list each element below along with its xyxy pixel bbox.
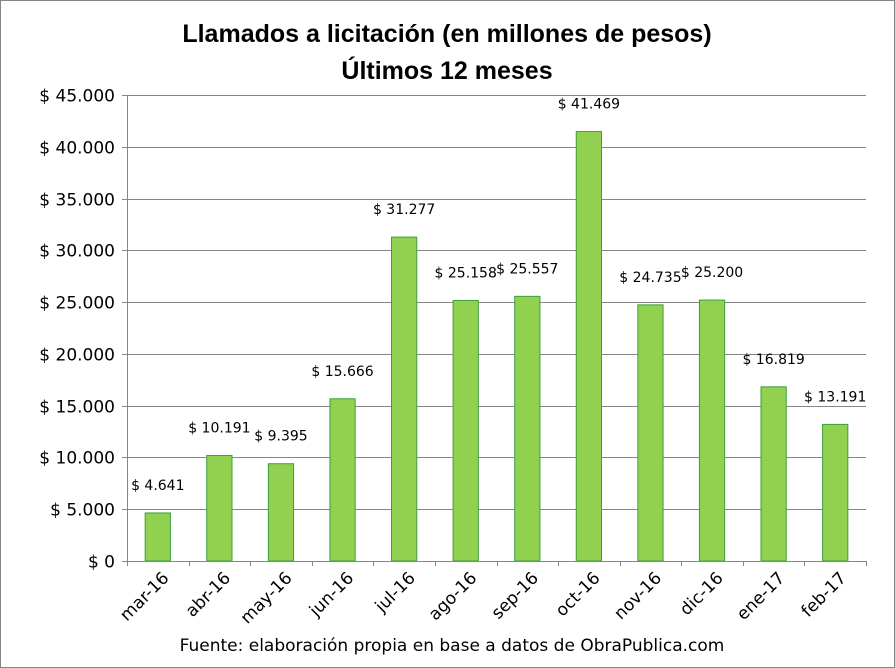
data-label: $ 15.666 <box>311 364 373 380</box>
bar <box>267 463 295 562</box>
data-label: $ 10.191 <box>188 420 250 436</box>
x-tick-label: feb-17 <box>798 568 851 621</box>
x-tick-label: may-16 <box>237 568 297 628</box>
x-tick-label: nov-16 <box>610 568 666 624</box>
y-tick-label: $ 35.000 <box>39 191 115 211</box>
data-label: $ 24.735 <box>619 270 681 286</box>
x-tick-label: oct-16 <box>552 568 604 620</box>
data-label: $ 16.819 <box>742 352 804 368</box>
y-tick-label: $ 0 <box>88 553 115 573</box>
x-tick-label: jun-16 <box>305 568 358 621</box>
x-tick-label: ago-16 <box>425 568 481 624</box>
gridlines <box>127 95 866 562</box>
bar-series <box>144 131 849 562</box>
bar <box>760 386 787 562</box>
bar <box>575 131 602 562</box>
data-label: $ 9.395 <box>254 429 307 445</box>
x-tick-label: mar-16 <box>116 568 173 625</box>
chart-subtitle: Últimos 12 meses <box>341 55 552 85</box>
data-label: $ 25.557 <box>496 261 558 277</box>
bar <box>329 398 356 562</box>
x-tick-label: abr-16 <box>182 568 235 621</box>
bar <box>637 304 664 562</box>
data-label: $ 25.200 <box>681 265 743 281</box>
data-labels: $ 4.641 $ 10.191$ 9.395 $ 15.666 $ 31.277 $ … <box>131 97 866 494</box>
y-tick-label: $ 45.000 <box>39 87 115 107</box>
y-tick-label: $ 30.000 <box>39 242 115 262</box>
y-axis: $ 0 $ 5.000 $ 10.000 $ 15.000 $ 20.000 $ 25.0… <box>39 87 128 573</box>
bar <box>822 423 849 562</box>
y-tick-label: $ 15.000 <box>39 398 115 418</box>
bar <box>698 299 726 562</box>
data-label: $ 25.158 <box>435 265 497 281</box>
data-label: $ 41.469 <box>558 97 620 113</box>
chart-title: Llamados a licitación (en millones de pe… <box>182 20 711 48</box>
y-tick-label: $ 20.000 <box>39 346 115 366</box>
bar <box>514 295 541 562</box>
source-note: Fuente: elaboración propia en base a dat… <box>180 636 725 656</box>
x-tick-label: ene-17 <box>733 568 789 624</box>
bar <box>452 299 479 562</box>
bar <box>206 454 233 562</box>
bar <box>391 236 418 562</box>
y-tick-label: $ 5.000 <box>50 501 115 521</box>
data-label: $ 31.277 <box>373 202 435 218</box>
x-tick-label: jul-16 <box>371 568 420 617</box>
bar <box>144 512 171 562</box>
y-tick-label: $ 10.000 <box>39 449 115 469</box>
data-label: $ 13.191 <box>804 389 866 405</box>
x-axis: mar-16 abr-16 may-16 jun-16 jul-16 ago-16 sep-… <box>116 561 867 628</box>
x-tick-label: sep-16 <box>488 568 543 623</box>
data-label: $ 4.641 <box>131 478 184 494</box>
y-tick-label: $ 25.000 <box>39 294 115 314</box>
x-tick-label: dic-16 <box>676 568 727 619</box>
y-tick-label: $ 40.000 <box>39 139 115 159</box>
